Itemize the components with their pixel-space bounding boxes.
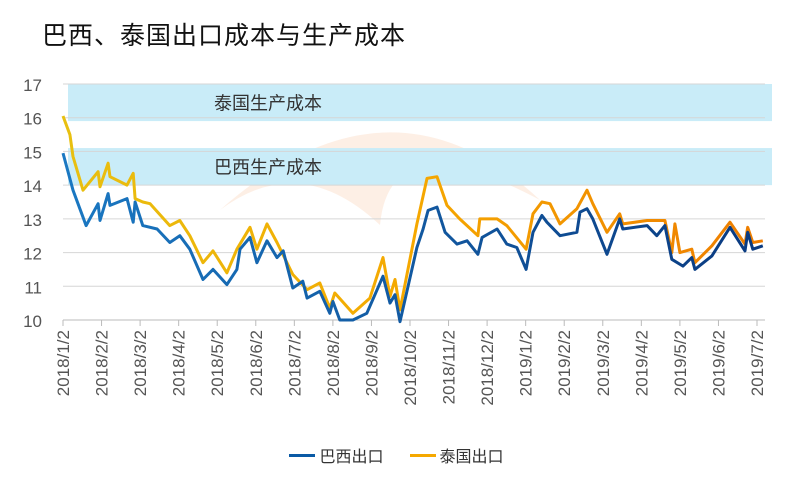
x-tick-label: 2019/5/2	[671, 330, 690, 396]
legend-label-brazil: 巴西出口	[319, 447, 384, 466]
band-label-1: 巴西生产成本	[214, 158, 322, 179]
y-tick-label: 17	[23, 76, 42, 95]
series-line-brazil	[61, 152, 764, 324]
x-tick-label: 2018/3/2	[131, 330, 150, 396]
x-tick-label: 2019/3/2	[594, 330, 613, 396]
x-tick-label: 2018/12/2	[478, 330, 497, 406]
x-tick-label: 2018/4/2	[170, 330, 189, 396]
x-tick-label: 2018/9/2	[362, 330, 381, 396]
x-tick-label: 2019/2/2	[555, 330, 574, 396]
band-label-0: 泰国生产成本	[214, 94, 322, 115]
legend-label-thailand: 泰国出口	[439, 447, 504, 466]
x-tick-label: 2018/1/2	[54, 330, 73, 396]
legend-swatch-thailand	[409, 453, 436, 457]
x-tick-label: 2018/11/2	[440, 330, 459, 404]
y-tick-label: 14	[23, 177, 42, 196]
x-tick-label: 2019/1/2	[517, 330, 536, 396]
x-tick-label: 2018/7/2	[285, 330, 304, 396]
x-tick-label: 2019/7/2	[748, 330, 767, 396]
legend: 巴西出口 泰国出口	[0, 443, 793, 467]
x-tick-label: 2018/5/2	[208, 330, 227, 396]
x-tick-label: 2018/2/2	[93, 330, 112, 396]
y-tick-label: 10	[23, 312, 42, 331]
x-tick-label: 2019/6/2	[709, 330, 728, 396]
legend-swatch-brazil	[289, 453, 316, 457]
chart-title: 巴西、泰国出口成本与生产成本	[42, 21, 407, 50]
legend-item-brazil: 巴西出口	[289, 443, 384, 467]
y-tick-label: 13	[23, 211, 42, 230]
x-tick-label: 2018/6/2	[247, 330, 266, 396]
band-0	[68, 84, 772, 122]
x-tick-label: 2018/10/2	[401, 330, 420, 406]
y-tick-label: 16	[23, 110, 42, 129]
x-tick-label: 2019/4/2	[632, 330, 651, 396]
x-tick-label: 2018/8/2	[324, 330, 343, 396]
y-tick-label: 12	[23, 245, 42, 264]
band-1	[68, 148, 772, 186]
y-tick-label: 11	[24, 278, 42, 297]
legend-item-thailand: 泰国出口	[409, 443, 504, 467]
y-tick-label: 15	[23, 143, 42, 162]
series-line-thailand	[61, 115, 764, 315]
